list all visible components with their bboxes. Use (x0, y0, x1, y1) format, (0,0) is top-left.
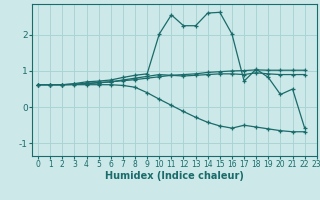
X-axis label: Humidex (Indice chaleur): Humidex (Indice chaleur) (105, 171, 244, 181)
